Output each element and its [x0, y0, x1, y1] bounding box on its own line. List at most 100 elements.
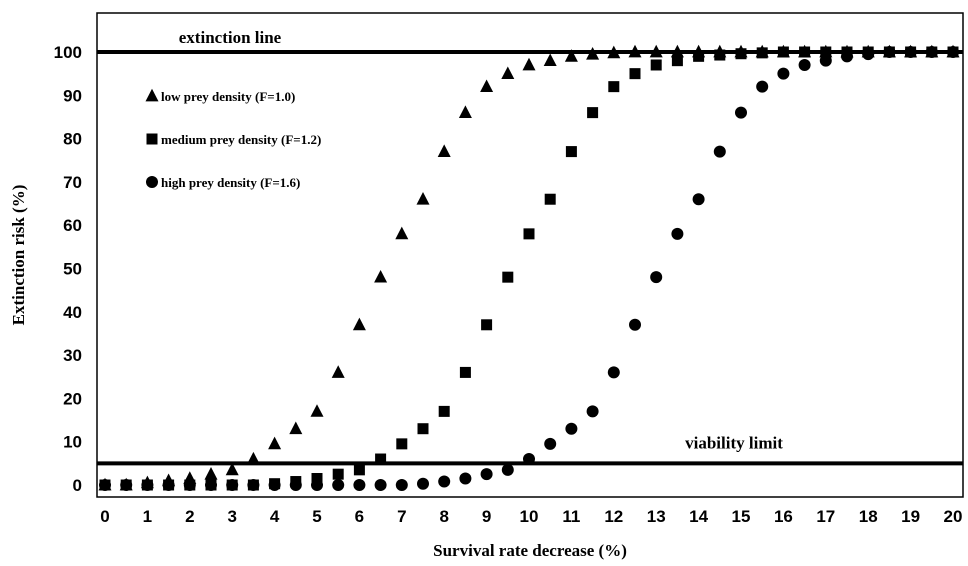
x-tick-label: 6 — [355, 507, 364, 526]
data-point — [204, 466, 218, 480]
data-point — [523, 453, 535, 466]
data-point — [565, 422, 578, 435]
x-tick-label: 0 — [100, 507, 109, 526]
x-tick-label: 12 — [604, 507, 623, 526]
data-point — [311, 473, 323, 485]
y-tick-label: 80 — [63, 130, 82, 149]
data-point — [586, 405, 599, 418]
y-tick-label: 90 — [63, 86, 82, 105]
data-point — [819, 54, 832, 67]
data-point — [777, 46, 789, 58]
data-point — [883, 46, 896, 58]
data-point — [608, 81, 620, 93]
data-point — [332, 468, 344, 480]
data-point — [735, 106, 747, 119]
data-point — [99, 479, 111, 491]
data-point — [205, 479, 217, 491]
x-axis-label: Survival rate decrease (%) — [433, 541, 627, 560]
data-point — [310, 404, 324, 417]
data-point — [607, 366, 620, 379]
data-point — [925, 46, 938, 58]
data-point — [247, 479, 260, 491]
x-tick-label: 7 — [397, 507, 406, 526]
data-point — [841, 50, 853, 63]
data-point — [586, 46, 600, 60]
data-point — [522, 57, 536, 71]
data-point — [650, 59, 662, 71]
data-point — [713, 145, 726, 158]
data-point — [226, 479, 239, 491]
data-point — [501, 66, 515, 80]
legend-label: medium prey density (F=1.2) — [161, 132, 321, 147]
data-point — [246, 451, 260, 465]
data-point — [289, 479, 302, 491]
data-point — [629, 68, 641, 80]
data-point — [311, 479, 323, 491]
data-point — [459, 472, 472, 485]
data-point — [268, 479, 281, 491]
data-point — [756, 80, 769, 93]
x-tick-label: 13 — [647, 507, 666, 526]
y-tick-label: 70 — [63, 173, 82, 192]
y-tick-label: 50 — [63, 260, 82, 279]
reference-line-label: viability limit — [685, 433, 783, 452]
data-point — [947, 46, 959, 58]
series-square — [99, 46, 959, 491]
y-tick-label: 0 — [73, 476, 82, 495]
data-point — [331, 365, 345, 378]
data-point — [183, 479, 196, 491]
series-circle — [99, 46, 959, 491]
reference-line-label: extinction line — [179, 28, 282, 47]
data-point — [607, 45, 621, 59]
y-tick-label: 40 — [63, 303, 82, 322]
data-point — [375, 453, 387, 465]
x-tick-label: 1 — [143, 507, 152, 526]
data-points — [98, 44, 960, 491]
y-tick-label: 10 — [63, 433, 82, 452]
legend-marker — [145, 88, 159, 102]
data-point — [904, 46, 917, 58]
data-point — [141, 479, 154, 491]
y-tick-label: 60 — [63, 216, 82, 235]
data-point — [587, 107, 599, 119]
x-tick-label: 17 — [816, 507, 835, 526]
legend: low prey density (F=1.0) medium prey dens… — [145, 88, 321, 190]
x-tick-label: 16 — [774, 507, 793, 526]
data-point — [374, 269, 388, 283]
data-point — [693, 50, 705, 62]
data-point — [862, 48, 875, 61]
x-tick-label: 15 — [732, 507, 751, 526]
legend-marker — [146, 176, 158, 188]
data-point — [438, 475, 451, 488]
data-point — [437, 144, 451, 157]
x-tick-label: 11 — [562, 507, 580, 526]
x-tick-label: 14 — [689, 507, 708, 526]
data-point — [650, 271, 663, 284]
y-tick-label: 100 — [54, 43, 82, 62]
data-point — [374, 479, 387, 491]
data-point — [353, 464, 365, 476]
data-point — [756, 47, 768, 59]
x-tick-label: 2 — [185, 507, 194, 526]
x-tick-label: 5 — [312, 507, 321, 526]
x-tick-label: 19 — [901, 507, 920, 526]
legend-marker — [146, 133, 158, 145]
x-tick-label: 8 — [439, 507, 448, 526]
x-tick-label: 9 — [482, 507, 491, 526]
data-point — [268, 436, 282, 450]
y-axis-label: Extinction risk (%) — [9, 185, 28, 326]
x-tick-label: 18 — [859, 507, 878, 526]
data-point — [352, 317, 366, 331]
data-point — [481, 319, 493, 331]
data-point — [502, 271, 514, 283]
data-point — [523, 228, 535, 240]
x-axis-ticks: 0 1 2 3 4 5 6 7 8 9 10 11 12 13 14 15 16 17 18 19 20 — [100, 507, 962, 526]
data-point — [671, 55, 683, 67]
y-tick-label: 30 — [63, 346, 82, 365]
data-point — [480, 468, 493, 481]
data-point — [458, 105, 472, 119]
data-point — [735, 48, 747, 60]
data-point — [289, 421, 303, 435]
data-point — [692, 193, 705, 206]
